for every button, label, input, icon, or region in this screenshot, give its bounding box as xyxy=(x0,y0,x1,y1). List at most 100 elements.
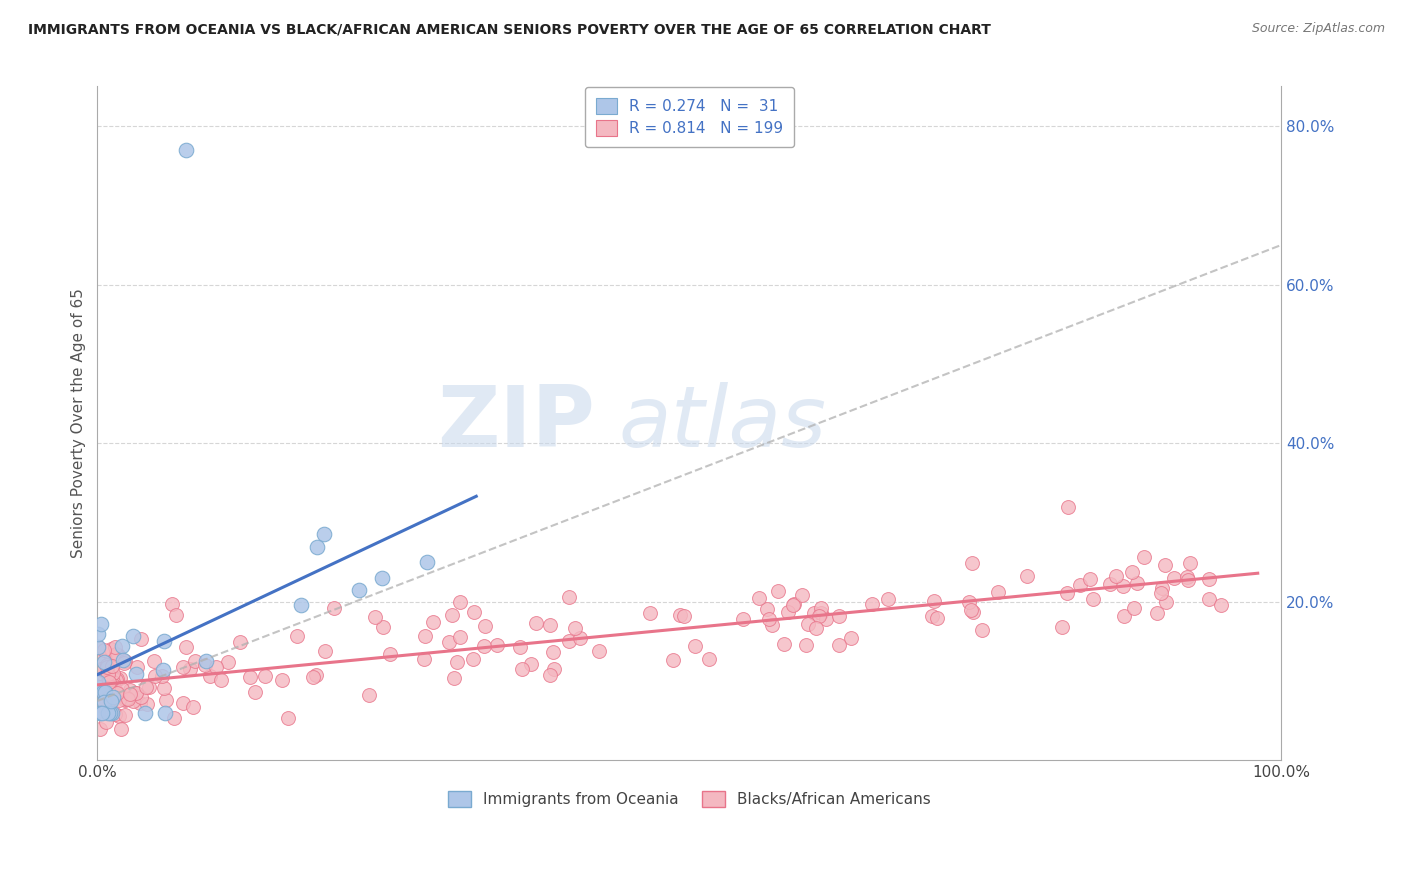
Point xyxy=(96,666,118,681)
Y-axis label: Seniors Poverty Over the Age of 65: Seniors Poverty Over the Age of 65 xyxy=(72,288,86,558)
Point xyxy=(117,690,139,705)
Point xyxy=(129,696,152,710)
Point xyxy=(111,682,134,697)
Point xyxy=(773,637,796,651)
Point xyxy=(1177,574,1199,588)
Point xyxy=(101,690,124,704)
Point xyxy=(748,591,770,605)
Point xyxy=(91,685,114,699)
Point xyxy=(860,598,883,612)
Point xyxy=(200,669,222,683)
Point xyxy=(153,633,176,648)
Point xyxy=(217,656,239,670)
Point xyxy=(638,606,661,620)
Point xyxy=(1146,606,1168,620)
Point xyxy=(87,653,110,667)
Point xyxy=(172,696,194,710)
Legend: Immigrants from Oceania, Blacks/African Americans: Immigrants from Oceania, Blacks/African … xyxy=(441,785,936,814)
Point xyxy=(519,657,541,671)
Point xyxy=(129,632,152,646)
Point xyxy=(443,671,465,685)
Point xyxy=(91,653,114,667)
Point xyxy=(96,714,118,729)
Point xyxy=(474,619,496,633)
Point xyxy=(347,583,370,598)
Point xyxy=(987,585,1010,599)
Point xyxy=(783,597,806,611)
Point xyxy=(174,640,197,654)
Point xyxy=(1133,549,1156,564)
Point xyxy=(103,665,125,680)
Point xyxy=(1111,579,1133,593)
Point xyxy=(1078,572,1101,586)
Point xyxy=(662,653,685,667)
Point xyxy=(564,621,586,635)
Point xyxy=(101,674,124,689)
Point xyxy=(96,658,118,673)
Point xyxy=(172,660,194,674)
Point xyxy=(108,709,131,723)
Point xyxy=(143,654,166,668)
Point xyxy=(921,609,943,624)
Text: atlas: atlas xyxy=(619,382,827,465)
Point xyxy=(89,722,111,736)
Point xyxy=(97,667,120,681)
Point xyxy=(509,640,531,654)
Point xyxy=(111,639,134,653)
Point xyxy=(87,697,110,711)
Point xyxy=(1056,586,1078,600)
Point xyxy=(828,638,851,652)
Point xyxy=(683,639,706,653)
Point xyxy=(107,648,129,663)
Point xyxy=(174,143,197,157)
Point xyxy=(766,583,789,598)
Point xyxy=(810,606,832,620)
Point xyxy=(960,556,983,570)
Point xyxy=(314,526,336,541)
Point xyxy=(115,692,138,706)
Point xyxy=(125,666,148,681)
Point xyxy=(93,692,115,706)
Point xyxy=(1057,500,1080,514)
Point xyxy=(761,618,783,632)
Point xyxy=(105,672,128,686)
Point xyxy=(524,616,547,631)
Point xyxy=(136,697,159,711)
Point xyxy=(87,693,110,707)
Point xyxy=(97,674,120,689)
Point xyxy=(134,706,156,720)
Point xyxy=(422,615,444,629)
Point xyxy=(810,600,832,615)
Point xyxy=(98,696,121,710)
Point xyxy=(412,652,434,666)
Point xyxy=(463,605,485,619)
Point xyxy=(87,686,110,700)
Point xyxy=(839,631,862,645)
Point xyxy=(1069,578,1091,592)
Point xyxy=(125,686,148,700)
Point xyxy=(152,663,174,677)
Point xyxy=(104,683,127,698)
Point xyxy=(378,648,401,662)
Point xyxy=(1154,595,1177,609)
Point xyxy=(117,692,139,706)
Point xyxy=(797,616,820,631)
Point xyxy=(461,651,484,665)
Point xyxy=(122,694,145,708)
Point xyxy=(446,655,468,669)
Point xyxy=(1126,576,1149,591)
Point xyxy=(90,706,112,720)
Point xyxy=(90,617,112,632)
Point xyxy=(364,609,387,624)
Point xyxy=(557,634,579,648)
Point xyxy=(125,685,148,699)
Point xyxy=(697,652,720,666)
Point xyxy=(89,680,111,694)
Point xyxy=(93,643,115,657)
Point xyxy=(90,698,112,713)
Point xyxy=(87,697,110,711)
Point xyxy=(472,639,495,653)
Point xyxy=(127,660,149,674)
Point xyxy=(87,627,110,641)
Point xyxy=(93,686,115,700)
